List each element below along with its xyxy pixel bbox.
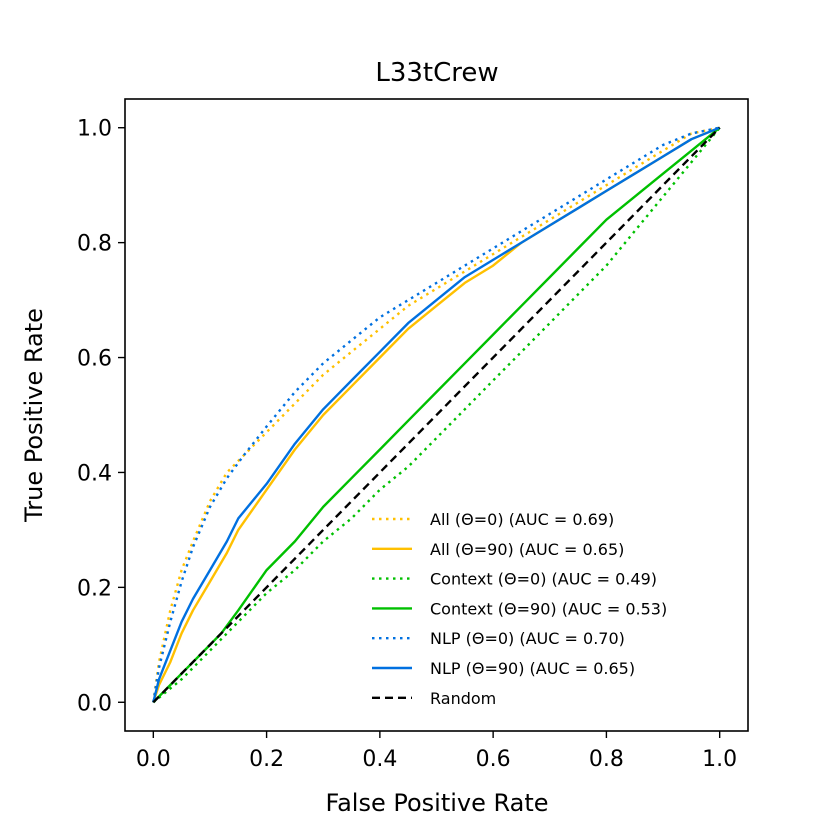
y-tick-label: 1.0 — [77, 117, 112, 142]
x-tick-label: 0.0 — [136, 747, 171, 772]
series-line-0 — [152, 126, 720, 703]
legend: All (Θ=0) (AUC = 0.69) All (Θ=90) (AUC = … — [372, 510, 667, 708]
x-axis-label: False Positive Rate — [325, 789, 548, 817]
y-tick-label: 0.2 — [77, 576, 112, 601]
y-tick-label: 0.6 — [77, 347, 112, 372]
legend-label-2: Context (Θ=0) (AUC = 0.49) — [430, 570, 657, 589]
x-tick-label: 0.4 — [362, 747, 397, 772]
x-tick-label: 1.0 — [702, 747, 737, 772]
y-tick-label: 0.0 — [77, 691, 112, 716]
series-line-6 — [152, 126, 721, 704]
legend-label-3: Context (Θ=90) (AUC = 0.53) — [430, 599, 667, 618]
x-axis-ticks: 0.0 0.2 0.4 0.6 0.8 1.0 — [136, 731, 737, 772]
y-tick-label: 0.4 — [77, 461, 112, 486]
x-tick-label: 0.8 — [589, 747, 624, 772]
y-tick-label: 0.8 — [77, 232, 112, 257]
series-line-2 — [152, 126, 721, 704]
legend-label-4: NLP (Θ=0) (AUC = 0.70) — [430, 629, 625, 648]
series-line-3 — [152, 126, 721, 704]
y-axis-label: True Positive Rate — [20, 308, 48, 523]
chart-title: L33tCrew — [375, 58, 498, 88]
x-tick-label: 0.2 — [249, 747, 284, 772]
series-line-5 — [152, 126, 721, 703]
legend-label-6: Random — [430, 689, 496, 708]
legend-label-0: All (Θ=0) (AUC = 0.69) — [430, 510, 614, 529]
legend-label-5: NLP (Θ=90) (AUC = 0.65) — [430, 659, 635, 678]
plot-series — [152, 126, 721, 704]
x-tick-label: 0.6 — [476, 747, 511, 772]
plot-frame — [124, 98, 749, 732]
legend-label-1: All (Θ=90) (AUC = 0.65) — [430, 540, 624, 559]
y-axis-ticks: 0.0 0.2 0.4 0.6 0.8 1.0 — [77, 117, 125, 716]
